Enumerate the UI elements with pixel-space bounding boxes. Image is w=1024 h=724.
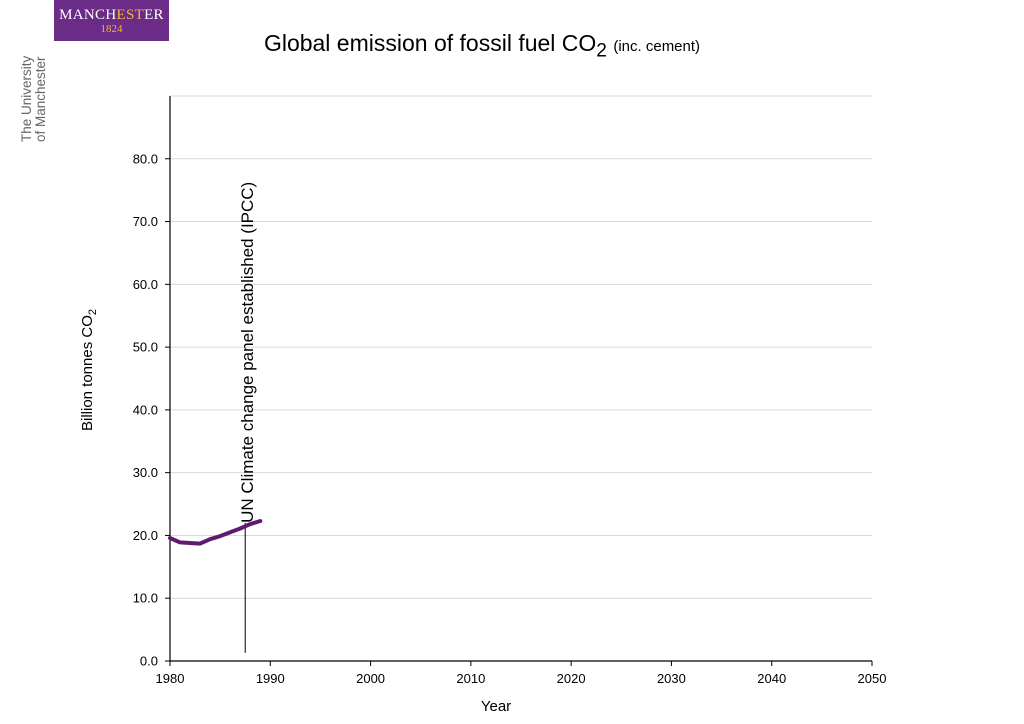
x-tick-label-4: 2020 — [557, 671, 586, 686]
x-tick-label-3: 2010 — [456, 671, 485, 686]
y-tick-label-0: 0.0 — [140, 654, 158, 669]
x-tick-label-5: 2030 — [657, 671, 686, 686]
y-axis-title: Billion tonnes CO2 — [79, 309, 99, 431]
x-axis-title: Year — [481, 698, 511, 715]
logo-year: 1824 — [100, 22, 123, 35]
y-tick-label-4: 40.0 — [133, 402, 158, 417]
y-tick-label-3: 30.0 — [133, 465, 158, 480]
annotation-label-0: UN Climate change panel established (IPC… — [238, 182, 257, 523]
university-logo: MANCHESTER 1824 — [54, 0, 169, 41]
logo-wordmark: MANCHESTER — [59, 6, 164, 23]
x-tick-label-2: 2000 — [356, 671, 385, 686]
y-tick-label-5: 50.0 — [133, 340, 158, 355]
x-tick-label-7: 2050 — [858, 671, 887, 686]
y-tick-label-7: 70.0 — [133, 214, 158, 229]
y-tick-label-1: 10.0 — [133, 591, 158, 606]
chart-title: Global emission of fossil fuel CO2 (inc.… — [263, 30, 701, 62]
y-tick-label-8: 80.0 — [133, 151, 158, 166]
y-tick-label-6: 60.0 — [133, 277, 158, 292]
series-line-0 — [168, 519, 263, 546]
x-tick-label-6: 2040 — [757, 671, 786, 686]
x-tick-label-1: 1990 — [256, 671, 285, 686]
y-tick-label-2: 20.0 — [133, 528, 158, 543]
x-tick-label-0: 1980 — [156, 671, 185, 686]
